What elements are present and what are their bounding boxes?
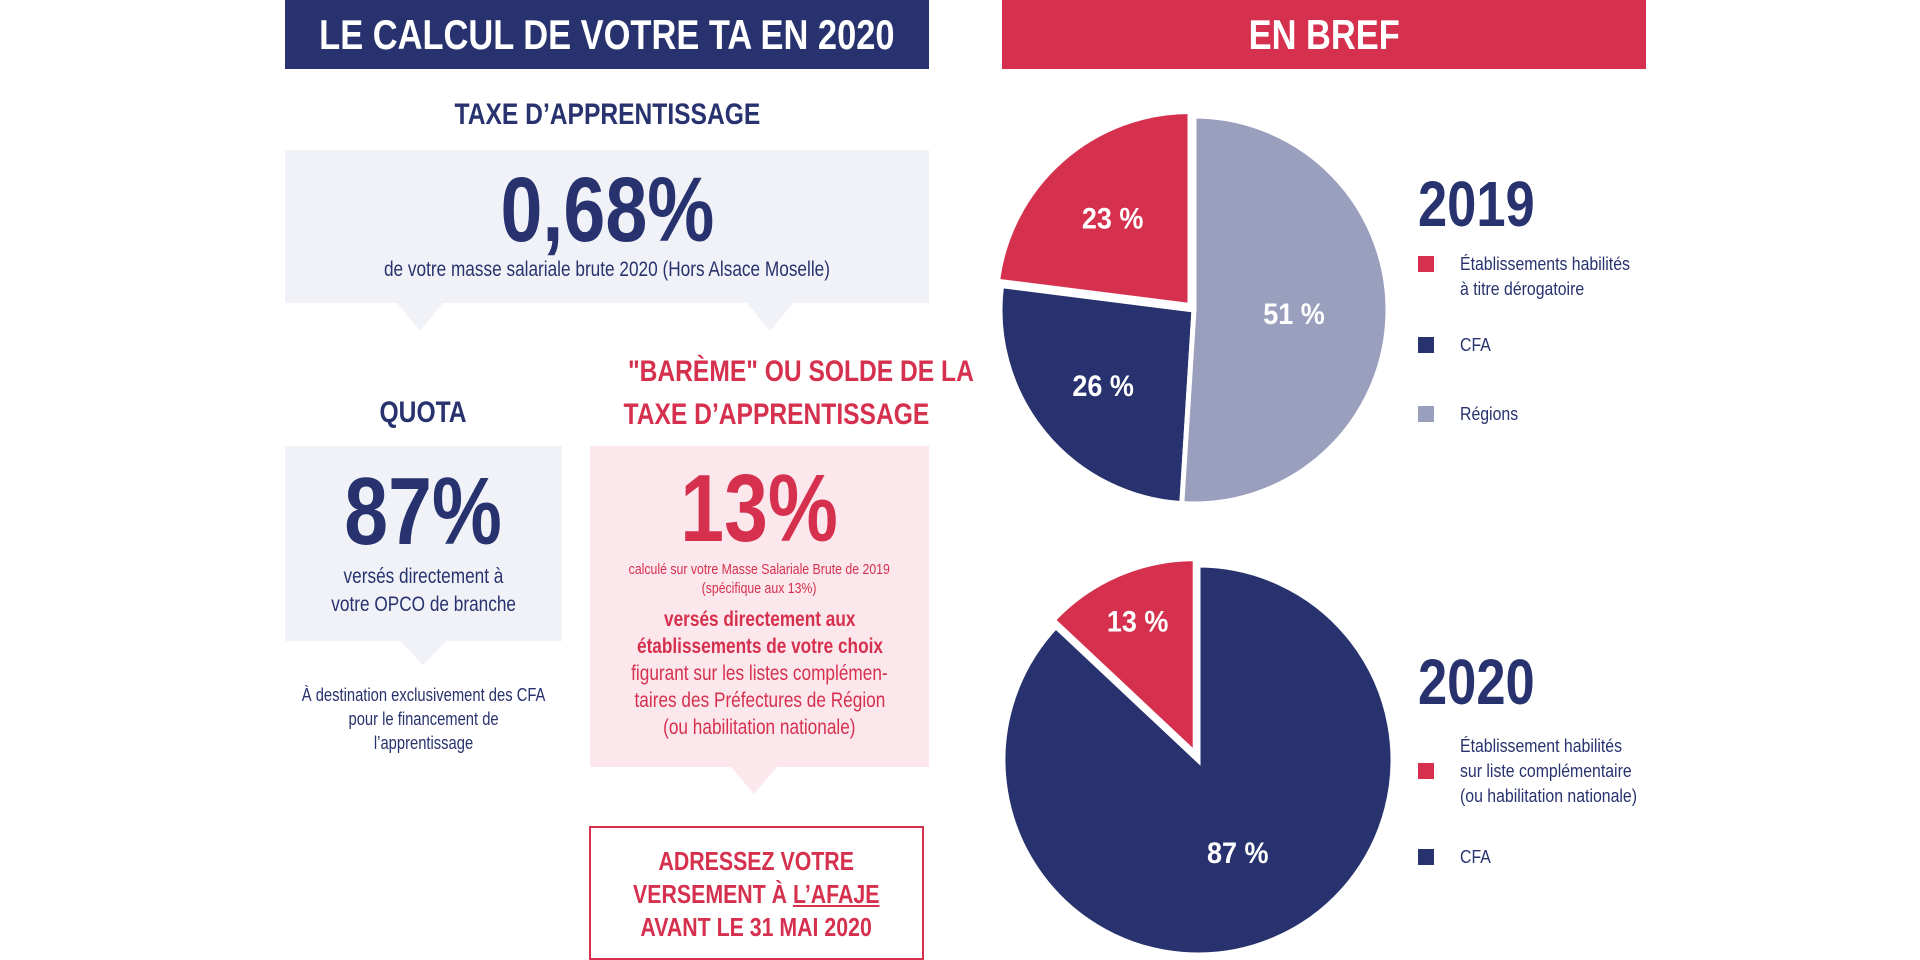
- legend-swatch-navy: [1418, 337, 1434, 353]
- legend-swatch-red: [1418, 763, 1434, 779]
- tax-arrow-left: [397, 303, 443, 331]
- bareme-desc-line1: versés directement aux: [663, 608, 856, 631]
- legend-2019-etab-line2: à titre dérogatoire: [1460, 279, 1585, 299]
- bareme-heading: "BARÈME" OU SOLDE DE LA TAXE D’APPRENTIS…: [590, 350, 974, 436]
- pie-chart-2019: 23 % 26 % 51 %: [994, 110, 1391, 507]
- bareme-heading-line1: "BARÈME" OU SOLDE DE LA: [627, 355, 974, 388]
- cta-line2-prefix: VERSEMENT À: [633, 879, 794, 909]
- bareme-value: 13%: [680, 455, 839, 562]
- pie-slice-cfa: [997, 282, 1197, 507]
- legend-2020-cfa-label: CFA: [1460, 847, 1491, 867]
- legend-2020-cfa: CFA: [1418, 845, 1495, 870]
- quota-value: 87%: [344, 458, 503, 565]
- legend-2019-etab-line1: Établissements habilités: [1460, 254, 1630, 274]
- bareme-heading-line2: TAXE D’APPRENTISSAGE: [623, 398, 930, 431]
- legend-2020-etab-line3: (ou habilitation nationale): [1460, 786, 1638, 806]
- tax-heading-wrap: TAXE D’APPRENTISSAGE: [285, 98, 929, 132]
- cta-line2: VERSEMENT À L’AFAJE: [633, 878, 879, 911]
- pie-label: 87 %: [1207, 836, 1268, 870]
- quota-heading: QUOTA: [379, 396, 467, 429]
- pie-2020-title: 2020: [1418, 646, 1535, 718]
- pie-slice-cfa: [1000, 562, 1396, 958]
- legend-2020-etab-line2: sur liste complémentaire: [1460, 761, 1632, 781]
- right-banner: EN BREF: [1002, 0, 1646, 69]
- legend-swatch-navy: [1418, 849, 1434, 865]
- cta-line3: AVANT LE 31 MAI 2020: [640, 912, 873, 942]
- quota-note-line1: À destination exclusivement des CFA: [301, 685, 546, 705]
- quota-heading-wrap: QUOTA: [285, 396, 562, 430]
- quota-note-line3: l’apprentissage: [373, 733, 474, 753]
- quota-desc: versés directement à votre OPCO de branc…: [285, 563, 562, 619]
- bareme-arrow: [731, 767, 777, 794]
- cta-line1: ADRESSEZ VOTRE: [658, 846, 855, 876]
- pie-2019-title: 2019: [1418, 168, 1535, 240]
- tax-box: [285, 150, 929, 303]
- quota-value-wrap: 87%: [285, 458, 562, 566]
- legend-2019-cfa-label: CFA: [1460, 335, 1491, 355]
- tax-desc: de votre masse salariale brute 2020 (Hor…: [383, 258, 831, 281]
- pie-label: 23 %: [1082, 202, 1143, 236]
- bareme-box: [590, 446, 929, 767]
- bareme-desc-line2: établissements de votre choix: [636, 635, 883, 658]
- tax-value-wrap: 0,68%: [285, 158, 929, 262]
- bareme-small-line2: (spécifique aux 13%): [702, 580, 817, 597]
- pie-slice-r-gions: [1179, 113, 1391, 507]
- left-banner: LE CALCUL DE VOTRE TA EN 2020: [285, 0, 929, 69]
- bareme-desc-line4: taires des Préfectures de Région: [634, 689, 885, 712]
- pie-label: 26 %: [1072, 370, 1133, 404]
- tax-desc-wrap: de votre masse salariale brute 2020 (Hor…: [285, 258, 929, 282]
- pie-slice-tablissements-habilit-s-titre-d-rogatoire: [994, 110, 1193, 309]
- pie-2020-title-wrap: 2020: [1418, 642, 1560, 722]
- legend-swatch-red: [1418, 256, 1434, 272]
- pie-label: 51 %: [1263, 298, 1324, 332]
- legend-2020-etablissements: Établissement habilités sur liste complé…: [1418, 734, 1661, 809]
- quota-note-line2: pour le financement de: [348, 709, 499, 729]
- bareme-desc-line5: (ou habilitation nationale): [663, 716, 856, 739]
- tax-heading: TAXE D’APPRENTISSAGE: [454, 98, 760, 131]
- legend-2020-etab-line1: Établissement habilités: [1460, 736, 1623, 756]
- quota-arrow: [400, 641, 446, 665]
- bareme-desc-line3: figurant sur les listes complémen-: [631, 662, 888, 685]
- afaje-link[interactable]: L’AFAJE: [793, 879, 880, 909]
- bareme-small: calculé sur votre Masse Salariale Brute …: [590, 560, 929, 598]
- cta-box[interactable]: ADRESSEZ VOTRE VERSEMENT À L’AFAJE AVANT…: [589, 826, 924, 960]
- legend-2019-regions-label: Régions: [1460, 404, 1519, 424]
- legend-2019-etablissements: Établissements habilités à titre dérogat…: [1418, 252, 1653, 302]
- left-banner-title: LE CALCUL DE VOTRE TA EN 2020: [319, 10, 895, 58]
- quota-box: [285, 446, 562, 641]
- quota-note: À destination exclusivement des CFA pour…: [275, 683, 572, 755]
- legend-2019-regions: Régions: [1418, 402, 1526, 427]
- tax-value: 0,68%: [500, 159, 714, 261]
- quota-desc-line2: votre OPCO de branche: [331, 593, 516, 616]
- pie-slice-tablissement-habilit-s-sur-liste-compl-mentaire-ou-habilitation-nationale: [1049, 560, 1198, 760]
- right-banner-title: EN BREF: [1248, 10, 1400, 58]
- legend-2019-cfa: CFA: [1418, 333, 1495, 358]
- legend-swatch-lavender: [1418, 406, 1434, 422]
- tax-arrow-right: [747, 303, 793, 331]
- bareme-value-wrap: 13%: [590, 455, 929, 563]
- pie-2019-title-wrap: 2019: [1418, 164, 1560, 244]
- pie-label: 13 %: [1107, 605, 1168, 639]
- bareme-desc: versés directement aux établissements de…: [590, 606, 929, 741]
- bareme-small-line1: calculé sur votre Masse Salariale Brute …: [628, 561, 891, 578]
- quota-desc-line1: versés directement à: [343, 565, 504, 588]
- pie-chart-2020: 13 % 87 %: [1000, 560, 1396, 958]
